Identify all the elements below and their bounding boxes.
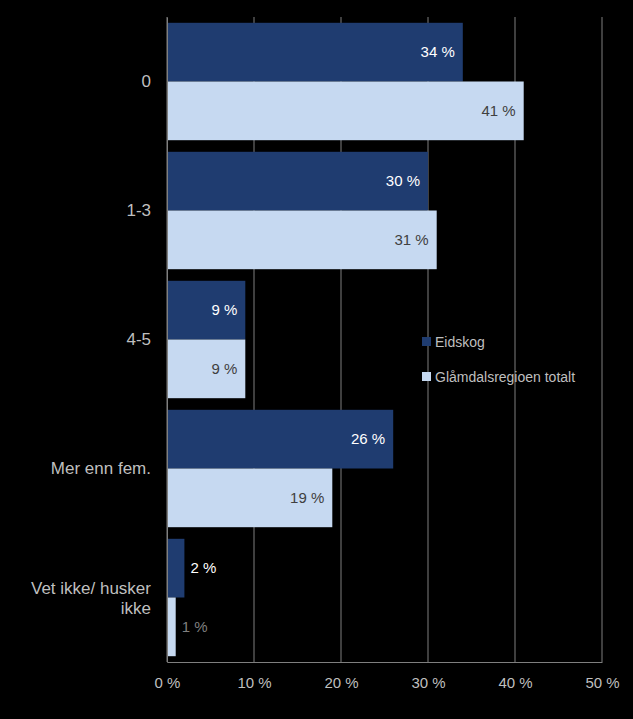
tick: Mer enn fem.	[51, 459, 167, 478]
data-label: 41 %	[481, 102, 515, 119]
legend-swatch	[422, 372, 431, 381]
tick: 0 %	[155, 662, 181, 691]
x-axis: 0 % 10 % 20 % 30 % 40 % 50 %	[155, 662, 620, 691]
axis-line	[168, 662, 603, 663]
legend-label: Eidskog	[435, 334, 485, 350]
tick-label: 20 %	[324, 674, 358, 691]
data-label: 26 %	[351, 430, 385, 447]
bars	[167, 23, 524, 656]
legend: Eidskog Glåmdalsregioen totalt	[422, 334, 575, 385]
tick: 40 %	[498, 662, 532, 691]
category-label: Vet ikke/ huskerikke	[31, 579, 151, 618]
tick: 0	[142, 72, 167, 91]
tick-label: 50 %	[585, 674, 619, 691]
bar	[167, 82, 524, 141]
bar	[167, 281, 245, 340]
tick: 10 %	[237, 662, 271, 691]
bar	[167, 410, 393, 469]
data-label: 31 %	[394, 231, 428, 248]
axis-line	[167, 18, 168, 663]
legend-swatch	[422, 337, 431, 346]
tick-label: 0 %	[155, 674, 181, 691]
tick-label: 30 %	[411, 674, 445, 691]
y-axis: 0 1-3 4-5 Mer enn fem. Vet ikke/ huskerikke	[31, 18, 168, 663]
bar	[167, 211, 437, 270]
bar	[167, 340, 245, 399]
grid	[167, 17, 602, 662]
tick: 30 %	[411, 662, 445, 691]
data-labels: 34 % 30 % 9 % 26 % 2 % 41 % 31 % 9 % 19 % 1 %	[182, 43, 516, 635]
legend-item: Glåmdalsregioen totalt	[422, 369, 575, 385]
bar	[167, 152, 428, 211]
tick: 4-5	[126, 330, 167, 349]
tick: 20 %	[324, 662, 358, 691]
category-label: 0	[142, 72, 151, 91]
legend-label: Glåmdalsregioen totalt	[435, 369, 575, 385]
data-label: 9 %	[211, 360, 237, 377]
category-label: 1-3	[126, 201, 151, 220]
category-label: 4-5	[126, 330, 151, 349]
data-label: 9 %	[211, 301, 237, 318]
grid-line	[167, 17, 168, 662]
category-label: Mer enn fem.	[51, 459, 151, 478]
chart: 0 % 10 % 20 % 30 % 40 % 50 % 0 1-3 4-5 Mer enn fe…	[0, 0, 633, 719]
bar	[167, 539, 184, 598]
bar	[167, 23, 463, 82]
data-label: 19 %	[290, 489, 324, 506]
legend-item: Eidskog	[422, 334, 485, 350]
bar	[167, 469, 332, 528]
tick-label: 10 %	[237, 674, 271, 691]
tick: 1-3	[126, 201, 167, 220]
tick: Vet ikke/ huskerikke	[31, 579, 167, 618]
data-label: 2 %	[190, 559, 216, 576]
grid-line	[602, 17, 603, 662]
tick-label: 40 %	[498, 674, 532, 691]
data-label: 34 %	[421, 43, 455, 60]
data-label: 30 %	[386, 172, 420, 189]
bar	[167, 598, 176, 657]
data-label: 1 %	[182, 618, 208, 635]
tick: 50 %	[585, 662, 619, 691]
